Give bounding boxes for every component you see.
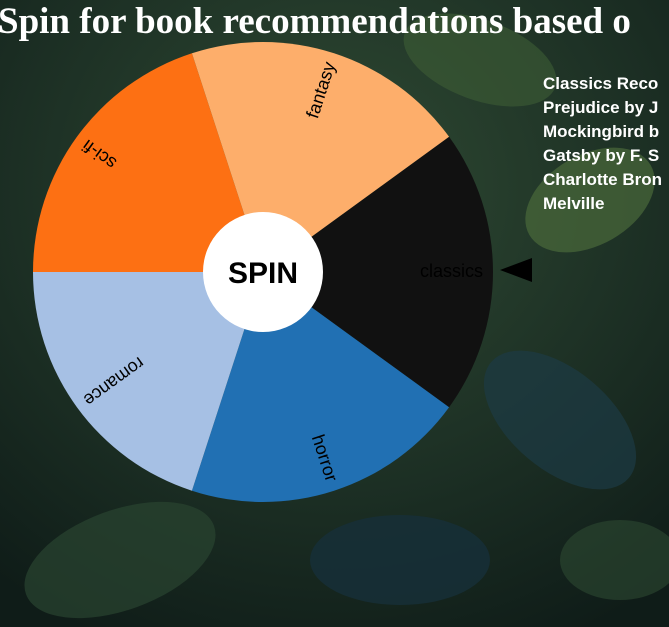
recommendation-line: Classics Reco [543,74,659,93]
recommendation-line: Gatsby by F. S [543,146,660,165]
wheel-segment[interactable] [263,136,493,408]
recommendations: Classics Reco Prejudice by J Mockingbird b… [543,72,669,216]
title: Spin for book recommendations based o [0,1,631,42]
segment-label: classics [420,261,483,281]
wheel-segment[interactable] [33,272,263,491]
pointer [500,258,532,282]
spin-button[interactable] [203,212,323,332]
recommendation-line: Charlotte Bron [543,170,662,189]
recommendation-line: Prejudice by J [543,98,659,117]
recommendation-line: Melville [543,194,605,213]
recommendation-line: Mockingbird b [543,122,660,141]
wheel-segment[interactable] [33,53,263,272]
spin-label[interactable]: SPIN [228,257,298,290]
